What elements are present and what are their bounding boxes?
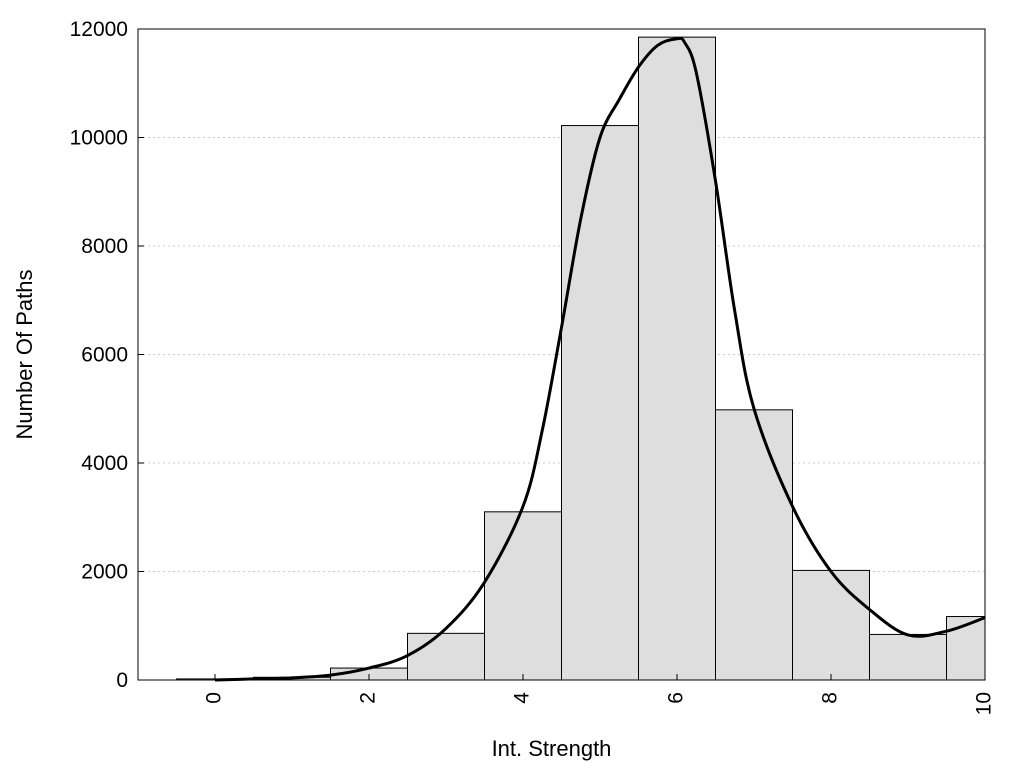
y-tick-label: 12000 [70,18,128,41]
y-tick-label: 6000 [81,344,128,367]
y-tick-label: 2000 [81,561,128,584]
x-tick-label: 2 [357,692,380,704]
bar [407,632,485,681]
y-axis-title: Number Of Paths [12,270,37,440]
bar [715,409,793,681]
x-tick-label: 4 [511,692,534,704]
y-tick-label: 0 [116,669,128,692]
x-tick-label: 0 [203,692,226,704]
bar [869,633,947,681]
bars [176,36,986,681]
x-tick-label: 6 [665,692,688,704]
density-curve-layer [214,36,986,682]
y-tick-label: 8000 [81,235,128,258]
y-axis: 0 2000 4000 6000 8000 10000 12000 [70,18,144,692]
x-tick-label: 8 [819,692,842,704]
x-axis: 0 2 4 6 8 10 [203,674,996,715]
density-curve [214,36,986,682]
bar [792,569,870,681]
bar [561,125,639,681]
bar [484,511,562,681]
bar [638,36,716,681]
x-axis-title: Int. Strength [492,736,612,761]
y-tick-label: 10000 [70,127,128,150]
y-tick-label: 4000 [81,452,128,475]
x-tick-label: 10 [973,692,996,715]
